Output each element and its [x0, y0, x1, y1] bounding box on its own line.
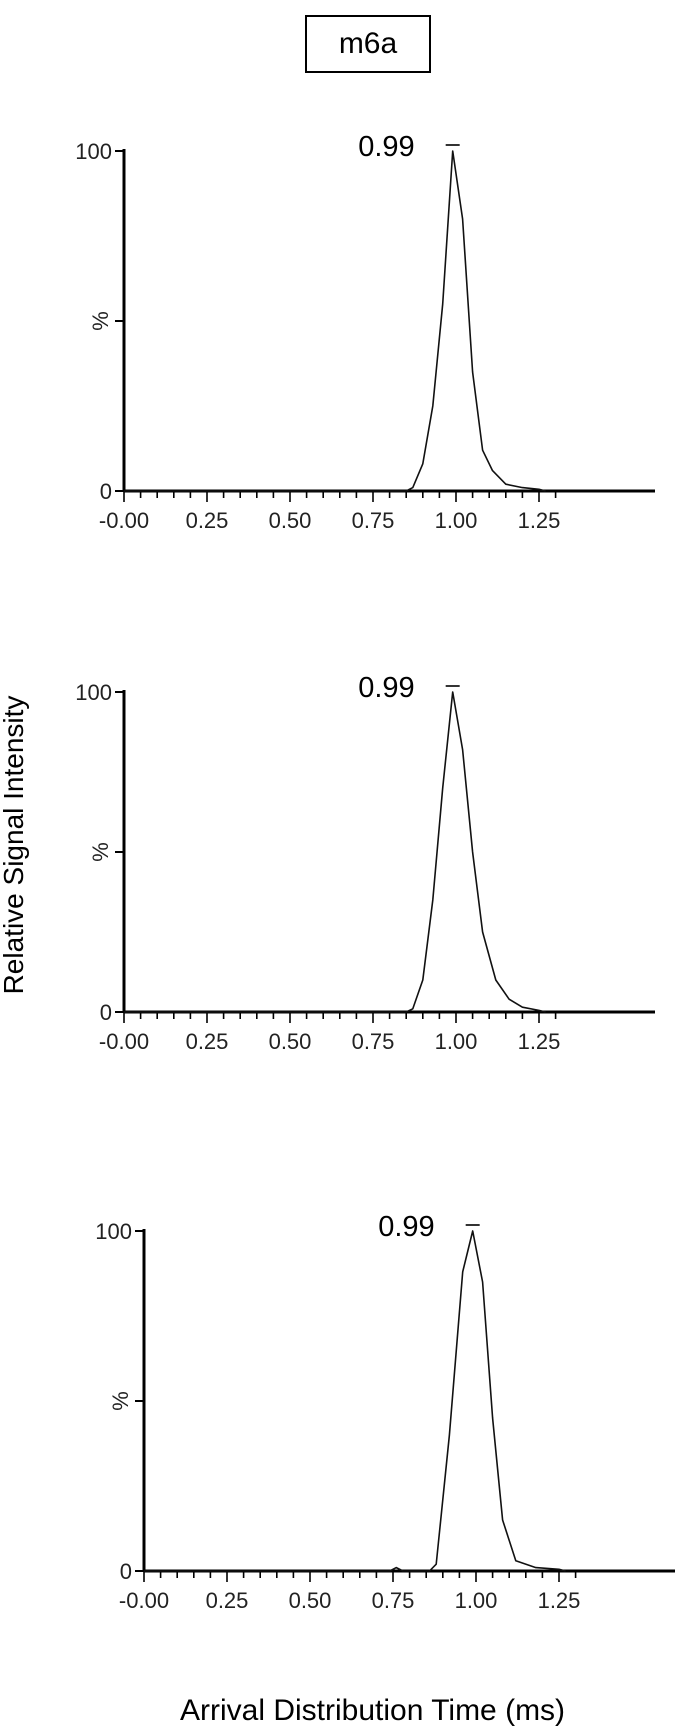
peak-label: 0.99 [358, 131, 414, 163]
peak-label: 0.99 [358, 672, 414, 704]
x-tick-label: 0.50 [269, 508, 312, 533]
chart-panel-3: 100% 0 -0.00 0.25 0.50 0.75 1.00 1.25 0.99 [95, 1211, 675, 1613]
y-tick-label: % [88, 311, 113, 331]
x-tick-label: 0.25 [186, 508, 229, 533]
y-tick-label: % [108, 1391, 133, 1411]
figure-title: m6a [305, 15, 431, 73]
x-tick-label: 0.25 [206, 1588, 249, 1613]
x-tick-label: 0.75 [372, 1588, 415, 1613]
y-tick-label: 100 [75, 680, 112, 705]
chart-panel-2: 100% 0 -0.00 0.25 0.50 0.75 1.00 1.25 0.99 [75, 672, 655, 1054]
y-tick-label: 0 [120, 1559, 132, 1584]
y-tick-label: 100 [75, 139, 112, 164]
chart-panel-1: 100% 0 -0.00 0.25 0.50 0.75 1.00 1.25 0.99 [75, 131, 655, 533]
x-axis-label: Arrival Distribution Time (ms) [180, 1694, 566, 1727]
x-tick-label: 0.25 [186, 1029, 229, 1054]
x-tick-label: -0.00 [99, 508, 149, 533]
y-tick-label: 0 [100, 1000, 112, 1025]
series-line [144, 1230, 566, 1572]
x-tick-label: 1.25 [518, 1029, 561, 1054]
series-line [124, 691, 546, 1013]
x-tick-label: -0.00 [99, 1029, 149, 1054]
x-tick-label: 0.50 [269, 1029, 312, 1054]
x-tick-label: 1.00 [455, 1588, 498, 1613]
y-tick-label: % [88, 842, 113, 862]
y-tick-label: 0 [100, 479, 112, 504]
x-tick-label: 1.00 [435, 508, 478, 533]
x-tick-label: 0.50 [289, 1588, 332, 1613]
x-tick-label: 0.75 [352, 1029, 395, 1054]
x-tick-label: 1.25 [518, 508, 561, 533]
x-tick-label: 1.25 [538, 1588, 581, 1613]
series-line [124, 150, 546, 492]
y-tick-label: 100 [95, 1219, 132, 1244]
x-tick-label: 1.00 [435, 1029, 478, 1054]
peak-label: 0.99 [378, 1211, 434, 1243]
x-tick-label: 0.75 [352, 508, 395, 533]
x-tick-label: -0.00 [119, 1588, 169, 1613]
